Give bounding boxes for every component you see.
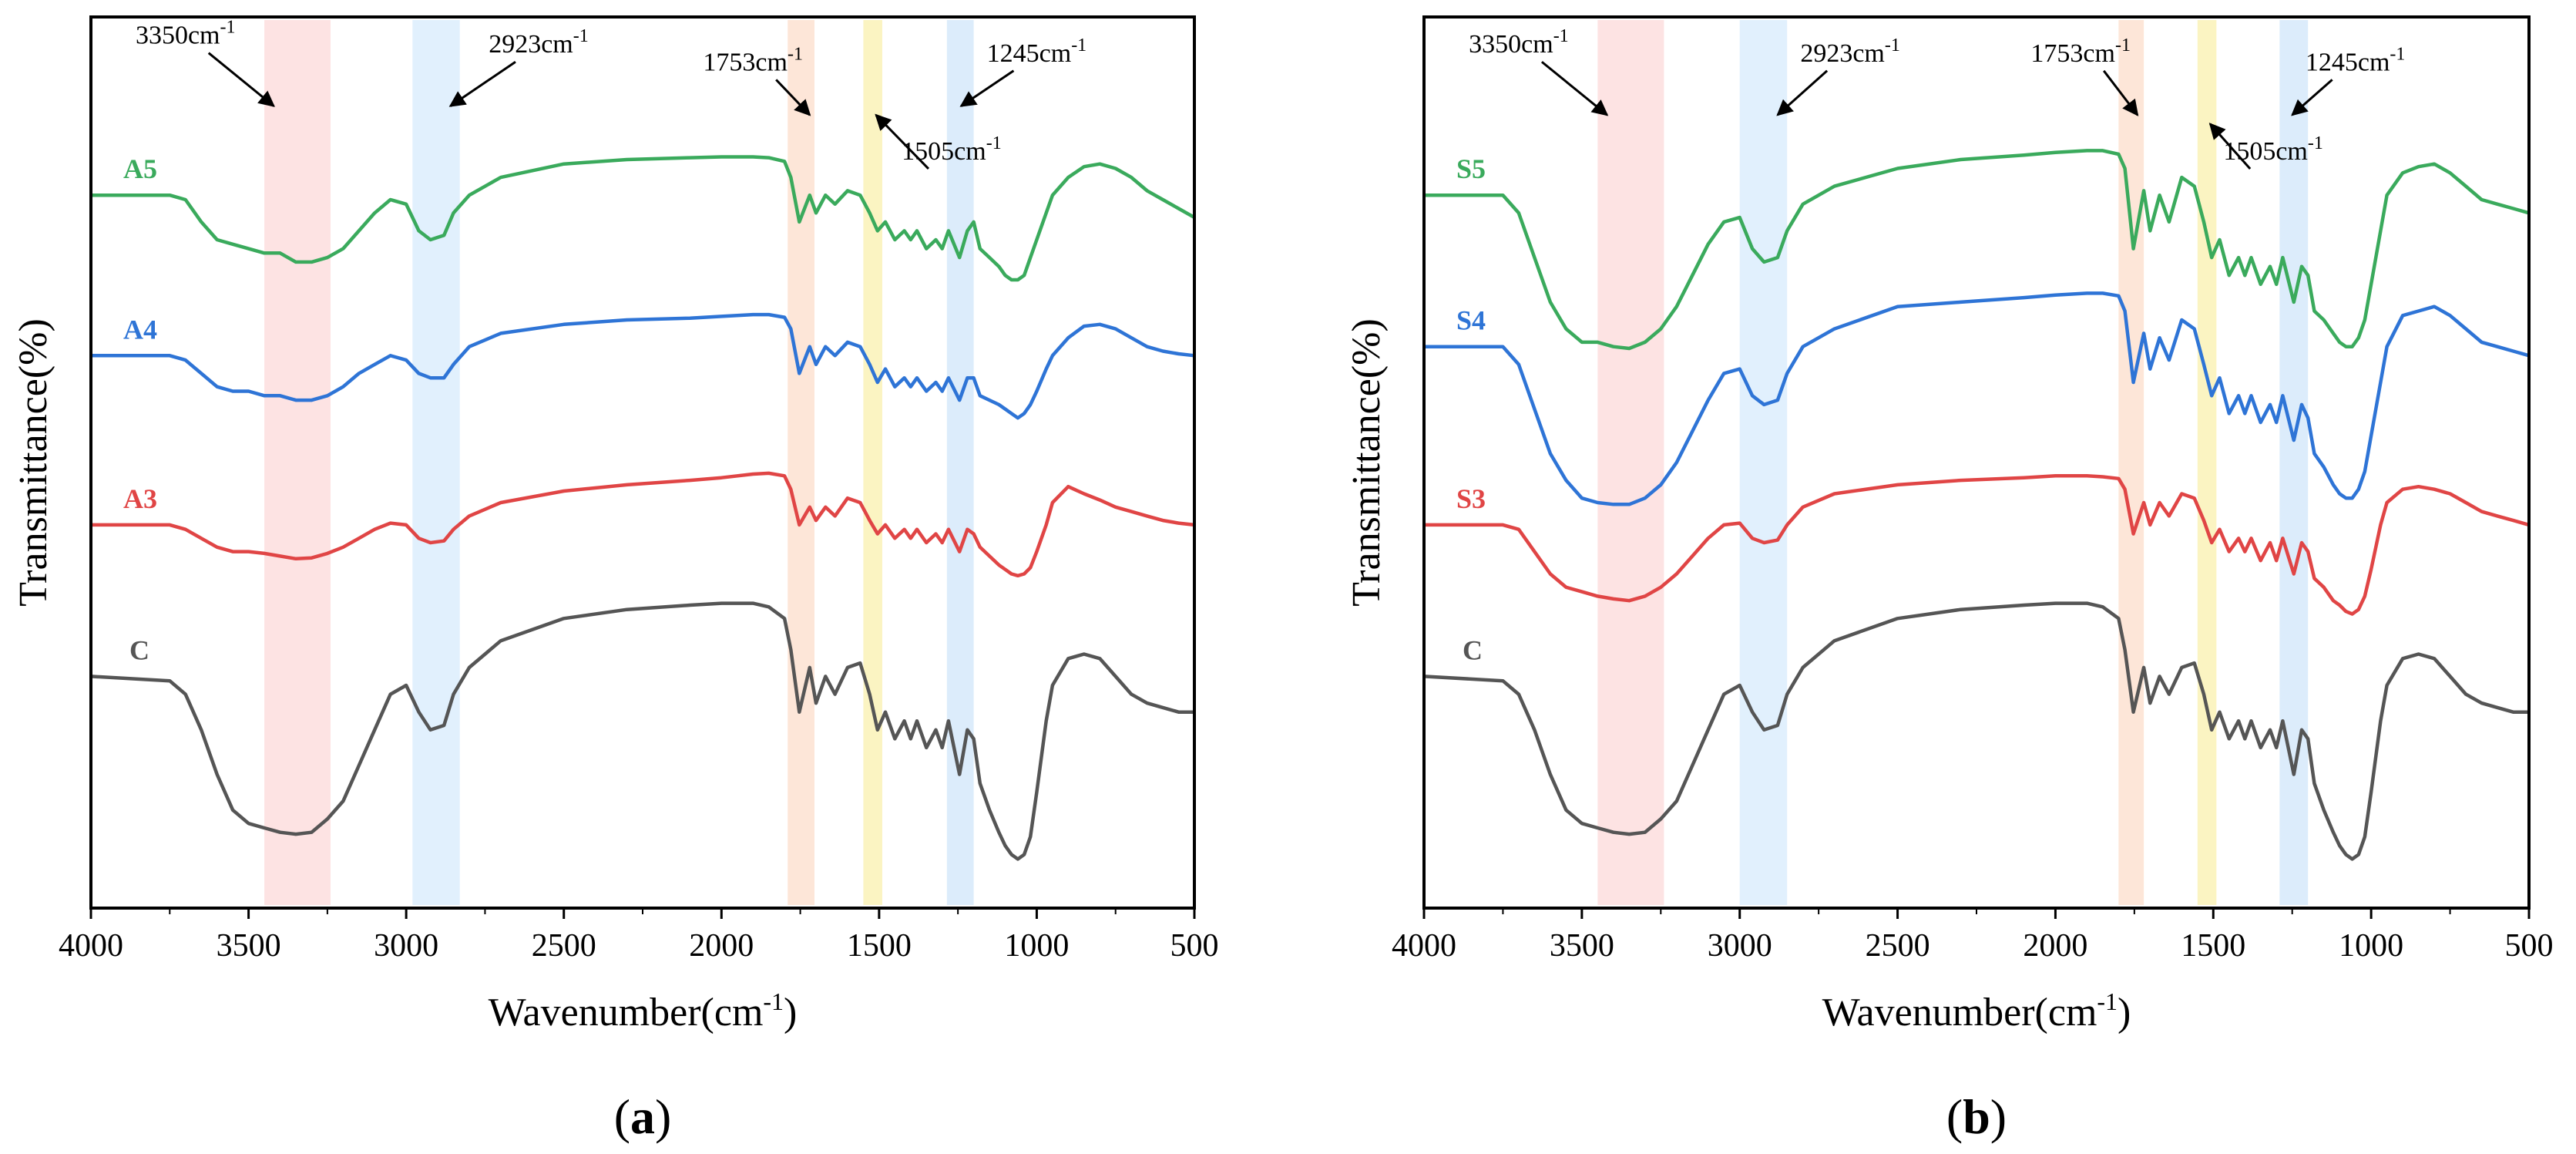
annotation-arrow-0: [1540, 61, 1609, 116]
y-axis-title: Transmittance(%): [1345, 318, 1389, 607]
x-tick-label: 1000: [2339, 928, 2403, 964]
annotation-arrow-3: [875, 113, 930, 170]
band-1: [412, 20, 460, 905]
x-axis-title: Wavenumber(cm-1): [489, 987, 798, 1035]
x-tick-label: 4000: [1392, 928, 1456, 964]
annotation-label-4: 1245cm-1: [2306, 44, 2406, 76]
plot-frame: [89, 15, 1196, 910]
annotation-arrow-1: [1776, 69, 1829, 116]
band-1: [1739, 20, 1788, 905]
series-line-c: [90, 601, 1194, 861]
series-line-s5: [1424, 149, 2530, 351]
ftir-chart-a: A5 A4 A3 C 3350cm-1 2923cm-1 1753cm-1 1505cm-1 1…: [12, 15, 1219, 1144]
annotation-label-3: 1505cm-1: [902, 133, 1002, 166]
band-0: [1597, 20, 1664, 905]
series-label-c: C: [129, 634, 149, 665]
x-tick-label: 2500: [1866, 928, 1930, 964]
band-2: [2118, 20, 2144, 905]
series-line-a3: [91, 471, 1195, 578]
annotation-label-3: 1505cm-1: [2223, 133, 2323, 166]
band-0: [264, 20, 331, 905]
annotation-arrow-2: [2103, 69, 2139, 116]
x-tick-label: 3000: [1708, 928, 1772, 964]
x-tick-label: 2000: [689, 928, 754, 964]
band-3: [2197, 20, 2217, 905]
annotation-label-0: 3350cm-1: [1469, 26, 1569, 59]
annotation-arrow-3: [2208, 123, 2252, 170]
series-label-a5: A5: [123, 153, 157, 184]
series-label-c: C: [1463, 634, 1483, 665]
panel-label: (a): [614, 1089, 672, 1144]
series-label-a4: A4: [123, 314, 157, 345]
annotation-label-1: 2923cm-1: [1800, 35, 1900, 68]
annotation-label-2: 1753cm-1: [703, 44, 803, 76]
y-axis-title: Transmittance(%): [12, 318, 55, 607]
band-4: [946, 20, 974, 905]
x-tick-label: 3500: [1550, 928, 1614, 964]
x-tick-label: 4000: [59, 928, 123, 964]
series-line-c: [1423, 601, 2529, 861]
x-axis-title: Wavenumber(cm-1): [1822, 987, 2131, 1035]
x-tick-label: 500: [1170, 928, 1219, 964]
annotation-label-2: 1753cm-1: [2030, 35, 2131, 68]
x-tick-label: 500: [2505, 928, 2554, 964]
x-tick-label: 1500: [847, 928, 912, 964]
series-label-s3: S3: [1456, 483, 1486, 514]
x-tick-label: 3000: [374, 928, 438, 964]
chart-panel-a: A5 A4 A3 C 3350cm-1 2923cm-1 1753cm-1 1505cm-1 1…: [0, 0, 1264, 1154]
series-line-a4: [91, 312, 1195, 420]
x-tick-label: 3500: [217, 928, 281, 964]
x-tick-label: 1000: [1004, 928, 1069, 964]
ftir-chart-b: S5 S4 S3 C 3350cm-1 2923cm-1 1753cm-1 1505cm-1 1…: [1345, 15, 2554, 1144]
x-tick-label: 2000: [2023, 928, 2087, 964]
x-tick-label: 1500: [2181, 928, 2245, 964]
annotation-arrow-2: [775, 79, 811, 116]
series-line-s4: [1424, 291, 2530, 506]
annotation-label-1: 2923cm-1: [489, 26, 589, 59]
band-3: [863, 20, 882, 905]
annotation-arrow-1: [448, 60, 516, 107]
panel-label: (b): [1946, 1089, 2007, 1144]
band-2: [788, 20, 814, 905]
series-label-a3: A3: [123, 483, 157, 514]
chart-panel-b: S5 S4 S3 C 3350cm-1 2923cm-1 1753cm-1 1505cm-1 1…: [1310, 0, 2576, 1154]
annotation-arrow-4: [959, 69, 1015, 107]
band-4: [2279, 20, 2309, 905]
series-line-a5: [91, 155, 1196, 282]
annotation-label-0: 3350cm-1: [136, 18, 236, 50]
annotation-arrow-0: [207, 52, 275, 107]
annotation-arrow-4: [2291, 79, 2333, 116]
series-label-s4: S4: [1456, 305, 1486, 336]
x-tick-label: 2500: [532, 928, 596, 964]
series-label-s5: S5: [1456, 153, 1486, 184]
plot-frame: [1422, 15, 2531, 910]
annotation-label-4: 1245cm-1: [987, 35, 1087, 68]
series-line-s3: [1424, 474, 2530, 616]
